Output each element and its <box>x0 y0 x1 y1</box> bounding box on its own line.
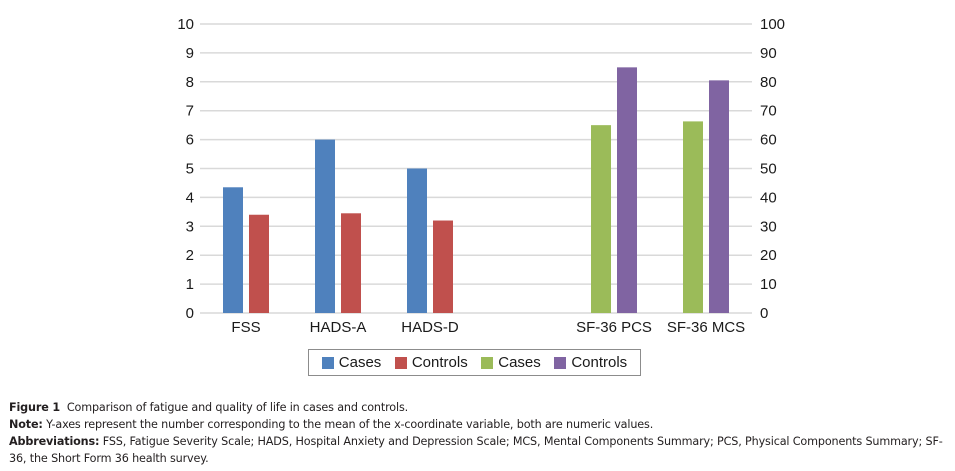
category-labels: FSS HADS-A HADS-D SF-36 PCS SF-36 MCS <box>231 319 745 336</box>
left-tick-label: 3 <box>186 218 194 235</box>
bar-controls <box>617 67 637 313</box>
category-label: SF-36 MCS <box>667 319 745 336</box>
right-tick-label: 60 <box>760 132 777 149</box>
right-tick-label: 80 <box>760 74 777 91</box>
caption-note: Note: Y-axes represent the number corres… <box>9 416 954 433</box>
left-axis-ticks: 0 1 2 3 4 5 6 7 8 9 10 <box>177 16 194 322</box>
right-tick-label: 0 <box>760 305 768 322</box>
legend-swatch <box>321 356 334 369</box>
left-tick-label: 6 <box>186 132 194 149</box>
right-tick-label: 20 <box>760 247 777 264</box>
right-tick-label: 30 <box>760 218 777 235</box>
left-tick-label: 0 <box>186 305 194 322</box>
legend-swatch <box>554 356 567 369</box>
bars <box>223 67 729 314</box>
figure-label: Figure 1 <box>9 401 61 414</box>
right-tick-label: 90 <box>760 45 777 62</box>
category-label: FSS <box>231 319 260 336</box>
left-tick-label: 4 <box>186 189 194 206</box>
right-tick-label: 50 <box>760 161 777 178</box>
left-tick-label: 9 <box>186 45 194 62</box>
left-tick-label: 10 <box>177 16 194 33</box>
figure-caption: Figure 1 Comparison of fatigue and quali… <box>9 399 954 467</box>
legend-label: Cases <box>498 354 541 371</box>
figure-text: Comparison of fatigue and quality of lif… <box>66 401 409 414</box>
left-tick-label: 5 <box>186 161 194 178</box>
note-label: Note: <box>9 418 43 431</box>
abbr-text: FSS, Fatigue Severity Scale; HADS, Hospi… <box>9 435 943 465</box>
bar-cases <box>591 125 611 314</box>
legend-swatch <box>481 356 494 369</box>
bar-chart: 0 1 2 3 4 5 6 7 8 9 10 0 10 20 30 40 50 60 70 80 90 100 FSS H… <box>177 16 785 336</box>
note-text: Y-axes represent the number correspondin… <box>46 418 654 431</box>
left-tick-label: 8 <box>186 74 194 91</box>
bar-controls <box>433 220 453 313</box>
bar-cases <box>315 139 335 313</box>
category-label: HADS-A <box>310 319 367 336</box>
legend-label: Controls <box>411 354 468 371</box>
bar-cases <box>223 187 243 313</box>
left-tick-label: 2 <box>186 247 194 264</box>
caption-abbreviations: Abbreviations: FSS, Fatigue Severity Sca… <box>9 433 954 467</box>
caption-title: Figure 1 Comparison of fatigue and quali… <box>9 399 954 416</box>
right-tick-label: 10 <box>760 276 777 293</box>
bar-cases <box>683 121 703 313</box>
right-tick-label: 70 <box>760 103 777 120</box>
bar-controls <box>709 80 729 313</box>
bar-controls <box>249 214 269 313</box>
left-tick-label: 1 <box>186 276 194 293</box>
legend-item: Controls <box>554 354 627 371</box>
legend: Cases Controls Cases Controls <box>308 349 641 376</box>
gridlines <box>200 23 752 314</box>
right-tick-label: 40 <box>760 189 777 206</box>
category-label: SF-36 PCS <box>576 319 652 336</box>
legend-item: Controls <box>394 354 468 371</box>
legend-item: Cases <box>321 354 382 371</box>
bar-cases <box>407 168 427 313</box>
right-tick-label: 100 <box>760 16 785 33</box>
legend-swatch <box>394 356 407 369</box>
legend-label: Controls <box>571 354 628 371</box>
legend-item: Cases <box>481 354 541 371</box>
category-label: HADS-D <box>401 319 459 336</box>
right-axis-ticks: 0 10 20 30 40 50 60 70 80 90 100 <box>760 16 785 322</box>
legend-label: Cases <box>338 354 382 371</box>
bar-controls <box>341 213 361 313</box>
abbr-label: Abbreviations: <box>9 435 100 448</box>
left-tick-label: 7 <box>186 103 194 120</box>
